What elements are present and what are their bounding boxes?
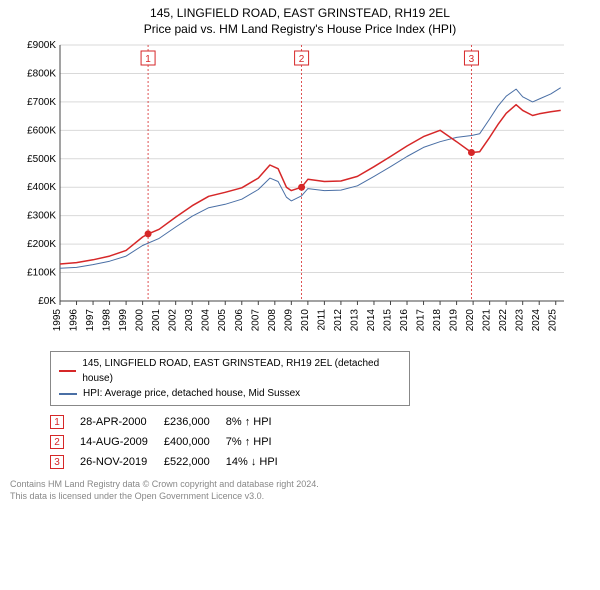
event-delta: 14% ↓ HPI	[226, 452, 294, 472]
event-price: £400,000	[164, 432, 226, 452]
event-row: 3 26-NOV-2019 £522,000 14% ↓ HPI	[50, 452, 294, 472]
legend: 145, LINGFIELD ROAD, EAST GRINSTEAD, RH1…	[50, 351, 410, 406]
svg-text:2011: 2011	[316, 309, 327, 331]
legend-label-hpi: HPI: Average price, detached house, Mid …	[83, 386, 300, 401]
svg-text:£0K: £0K	[38, 296, 56, 307]
svg-text:£300K: £300K	[27, 211, 56, 222]
svg-text:2024: 2024	[531, 309, 542, 332]
event-delta: 8% ↑ HPI	[226, 412, 294, 432]
legend-item-lingfield: 145, LINGFIELD ROAD, EAST GRINSTEAD, RH1…	[59, 356, 401, 386]
svg-text:2000: 2000	[135, 309, 146, 332]
event-date: 14-AUG-2009	[80, 432, 164, 452]
legend-swatch-hpi	[59, 393, 77, 395]
svg-text:2016: 2016	[399, 309, 410, 332]
svg-text:2: 2	[299, 54, 305, 65]
svg-text:2004: 2004	[201, 309, 212, 332]
title-line-2: Price paid vs. HM Land Registry's House …	[144, 22, 456, 36]
svg-text:2001: 2001	[151, 309, 162, 332]
chart-container: 145, LINGFIELD ROAD, EAST GRINSTEAD, RH1…	[0, 0, 600, 590]
svg-text:£400K: £400K	[27, 182, 56, 193]
svg-text:2009: 2009	[283, 309, 294, 332]
svg-text:2021: 2021	[482, 309, 493, 332]
svg-text:2018: 2018	[432, 309, 443, 332]
chart-area: £0K £100K £200K £300K £400K £500K £600K £700K £8…	[10, 37, 590, 347]
event-marker-2: 2	[50, 435, 64, 449]
svg-text:2007: 2007	[250, 309, 261, 332]
svg-text:2023: 2023	[515, 309, 526, 332]
svg-text:3: 3	[469, 54, 475, 65]
svg-text:2014: 2014	[366, 309, 377, 332]
svg-text:£700K: £700K	[27, 97, 56, 108]
svg-text:£500K: £500K	[27, 154, 56, 165]
event-row: 1 28-APR-2000 £236,000 8% ↑ HPI	[50, 412, 294, 432]
svg-text:2003: 2003	[184, 309, 195, 332]
svg-text:1995: 1995	[52, 309, 63, 332]
svg-text:£100K: £100K	[27, 268, 56, 279]
svg-text:1: 1	[145, 54, 151, 65]
svg-text:2015: 2015	[382, 309, 393, 332]
svg-text:2002: 2002	[168, 309, 179, 332]
svg-text:£200K: £200K	[27, 239, 56, 250]
line-chart-svg: £0K £100K £200K £300K £400K £500K £600K £700K £8…	[10, 37, 570, 347]
chart-title: 145, LINGFIELD ROAD, EAST GRINSTEAD, RH1…	[10, 6, 590, 37]
svg-text:2008: 2008	[267, 309, 278, 332]
svg-text:2005: 2005	[217, 309, 228, 332]
svg-text:£600K: £600K	[27, 126, 56, 137]
footer-line-2: This data is licensed under the Open Gov…	[10, 491, 264, 501]
legend-item-hpi: HPI: Average price, detached house, Mid …	[59, 386, 401, 401]
svg-text:1999: 1999	[118, 309, 129, 332]
svg-text:2012: 2012	[333, 309, 344, 332]
svg-text:£800K: £800K	[27, 69, 56, 80]
event-delta: 7% ↑ HPI	[226, 432, 294, 452]
footer-line-1: Contains HM Land Registry data © Crown c…	[10, 479, 319, 489]
event-marker-1: 1	[50, 415, 64, 429]
svg-text:2013: 2013	[349, 309, 360, 332]
svg-text:1997: 1997	[85, 309, 96, 332]
svg-text:2020: 2020	[465, 309, 476, 332]
svg-text:2022: 2022	[498, 309, 509, 332]
event-price: £522,000	[164, 452, 226, 472]
svg-text:1998: 1998	[102, 309, 113, 332]
svg-text:2019: 2019	[449, 309, 460, 332]
svg-text:2010: 2010	[300, 309, 311, 332]
event-marker-3: 3	[50, 455, 64, 469]
event-row: 2 14-AUG-2009 £400,000 7% ↑ HPI	[50, 432, 294, 452]
footer: Contains HM Land Registry data © Crown c…	[10, 478, 590, 502]
svg-text:1996: 1996	[69, 309, 80, 332]
event-date: 28-APR-2000	[80, 412, 164, 432]
svg-text:£900K: £900K	[27, 40, 56, 51]
svg-text:2006: 2006	[234, 309, 245, 332]
event-price: £236,000	[164, 412, 226, 432]
svg-text:2017: 2017	[416, 309, 427, 332]
event-date: 26-NOV-2019	[80, 452, 164, 472]
legend-label-lingfield: 145, LINGFIELD ROAD, EAST GRINSTEAD, RH1…	[82, 356, 401, 386]
events-table: 1 28-APR-2000 £236,000 8% ↑ HPI 2 14-AUG…	[50, 412, 590, 472]
svg-text:2025: 2025	[548, 309, 559, 332]
legend-swatch-lingfield	[59, 370, 76, 372]
title-line-1: 145, LINGFIELD ROAD, EAST GRINSTEAD, RH1…	[150, 6, 450, 20]
